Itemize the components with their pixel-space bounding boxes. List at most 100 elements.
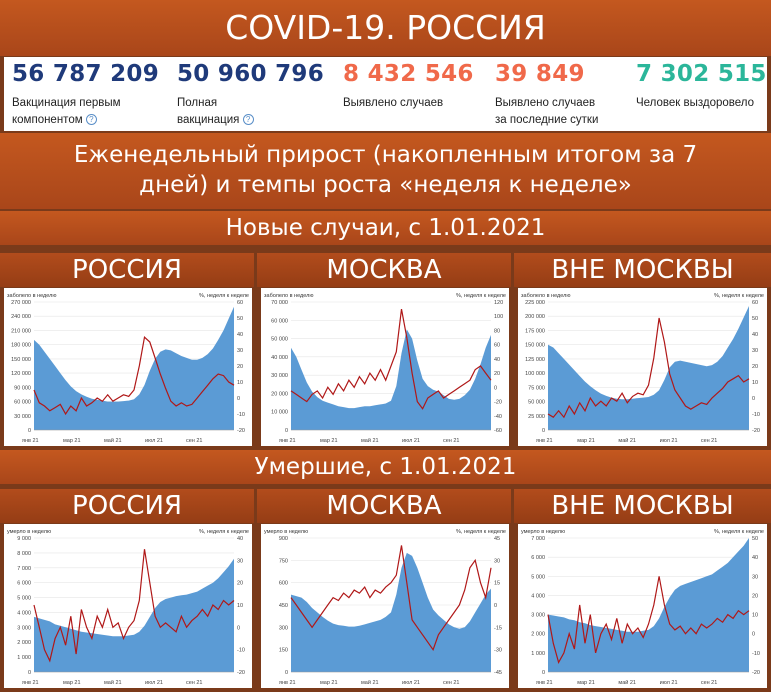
y-tick-label-left: 70 000 (271, 300, 288, 306)
y-tick-label-left: 30 000 (271, 373, 288, 379)
y-tick-label-right: 10 (237, 380, 243, 386)
x-tick-label: июл 21 (145, 680, 163, 686)
y-tick-label-right: 40 (237, 536, 243, 542)
y-tick-label-left: 270 000 (11, 300, 31, 306)
y-tick-label-left: 90 000 (14, 385, 31, 391)
x-tick-label: сен 21 (186, 438, 203, 444)
x-tick-label: июл 21 (402, 438, 420, 444)
column-header-outside-moscow: ВНЕ МОСКВЫ (514, 253, 771, 287)
y-tick-label-right: 10 (752, 380, 758, 386)
section-title-cases: Новые случаи, с 1.01.2021 (0, 211, 771, 245)
y-tick-label-right: 20 (752, 593, 758, 599)
y-tick-label-right: -60 (494, 428, 502, 434)
help-icon[interactable]: ? (85, 114, 97, 126)
y-tick-label-right: 50 (752, 536, 758, 542)
y-tick-label-left: 50 000 (271, 337, 288, 343)
y-tick-label-right: 40 (752, 555, 758, 561)
x-tick-label: янв 21 (536, 438, 553, 444)
y-tick-label-right: 100 (494, 314, 503, 320)
chart-panel-deaths-outside: умерло в неделю %, неделя к неделе 0 1 000 2… (518, 524, 767, 688)
y-tick-label-left: 175 000 (525, 328, 545, 334)
y-tick-label-right: 60 (752, 300, 758, 306)
stats-bar: 56 787 209 Вакцинация первым компонентом … (4, 57, 767, 131)
y-tick-label-right: -20 (752, 670, 760, 676)
help-icon[interactable]: ? (242, 114, 254, 126)
chart-panel-deaths-russia: умерло в неделю %, неделя к неделе 0 1 000 2… (4, 524, 252, 688)
y-tick-label-right: 0 (494, 385, 497, 391)
x-tick-label: мар 21 (320, 438, 338, 444)
area-series-weekly (548, 538, 749, 672)
y-tick-label-left: 300 (279, 625, 288, 631)
y-tick-label-right: -15 (494, 625, 502, 631)
y-tick-label-left: 4 000 (531, 593, 545, 599)
stat-value: 39 849 (495, 61, 585, 87)
y-tick-label-left: 75 000 (528, 385, 545, 391)
y-tick-label-right: 0 (237, 625, 240, 631)
line-series-growth (33, 549, 235, 663)
stat-label: Человек выздоровело (636, 97, 755, 109)
right-axis-label: %, неделя к неделе (456, 529, 506, 535)
y-tick-label-right: -40 (494, 414, 502, 420)
y-tick-label-left: 6 000 (531, 555, 545, 561)
area-series-weekly (291, 552, 491, 672)
x-tick-label: май 21 (104, 679, 122, 686)
y-tick-label-left: 3 000 (531, 613, 545, 619)
y-tick-label-left: 450 (279, 603, 288, 609)
y-tick-label-right: 0 (237, 396, 240, 402)
y-tick-label-left: 7 000 (17, 566, 31, 572)
x-tick-label: май 21 (104, 437, 122, 444)
y-tick-label-left: 9 000 (17, 536, 31, 542)
y-tick-label-left: 1 000 (531, 651, 545, 657)
y-tick-label-right: 0 (752, 396, 755, 402)
stat-cases-today: 39 849 Выявлено случаев за последние сутк… (495, 61, 598, 129)
y-tick-label-left: 150 000 (11, 357, 31, 363)
y-tick-label-right: 30 (752, 574, 758, 580)
line-series-growth (290, 545, 492, 651)
chart-cases-russia: заболело в неделю %, неделя к неделе 0 30 0… (7, 293, 249, 444)
chart-panel-cases-moscow: заболело в неделю %, неделя к неделе 0 10 0… (261, 288, 509, 446)
y-tick-label-left: 0 (28, 428, 31, 434)
stat-vaccination-full: 50 960 796 Полная вакцинация ? (177, 61, 324, 129)
stat-recovered: 7 302 515 Человек выздоровело (636, 61, 767, 112)
x-tick-label: июл 21 (402, 680, 420, 686)
area-series-weekly (34, 306, 234, 430)
x-tick-label: янв 21 (279, 680, 296, 686)
x-tick-label: мар 21 (577, 680, 595, 686)
x-tick-label: янв 21 (536, 680, 553, 686)
y-tick-label-right: -20 (237, 670, 245, 676)
right-axis-label: %, неделя к неделе (714, 293, 764, 299)
area-series-weekly (548, 306, 749, 430)
x-tick-label: янв 21 (22, 438, 39, 444)
y-tick-label-left: 0 (542, 670, 545, 676)
line-series-growth (547, 576, 750, 664)
right-axis-label: %, неделя к неделе (199, 293, 249, 299)
y-tick-label-left: 40 000 (271, 355, 288, 361)
y-tick-label-left: 200 000 (525, 314, 545, 320)
y-tick-label-right: 0 (494, 603, 497, 609)
column-header-russia: РОССИЯ (0, 253, 254, 287)
y-tick-label-left: 0 (285, 670, 288, 676)
x-tick-label: мар 21 (63, 680, 81, 686)
y-tick-label-left: 30 000 (14, 414, 31, 420)
stat-vaccination-first: 56 787 209 Вакцинация первым компонентом … (12, 61, 159, 129)
y-tick-label-right: 10 (237, 603, 243, 609)
x-tick-label: мар 21 (320, 680, 338, 686)
column-header-moscow: МОСКВА (257, 253, 511, 287)
y-tick-label-left: 4 000 (17, 610, 31, 616)
y-tick-label-right: 30 (237, 558, 243, 564)
y-tick-label-right: 60 (494, 343, 500, 349)
y-tick-label-left: 6 000 (17, 581, 31, 587)
y-tick-label-left: 5 000 (531, 574, 545, 580)
stat-label: Выявлено случаев за последние сутки (495, 97, 599, 126)
y-tick-label-left: 25 000 (528, 414, 545, 420)
y-tick-label-right: -30 (494, 648, 502, 654)
y-tick-label-left: 20 000 (271, 391, 288, 397)
y-tick-label-left: 120 000 (11, 371, 31, 377)
y-tick-label-left: 60 000 (14, 400, 31, 406)
chart-cases-outside: заболело в неделю %, неделя к неделе 0 25 0… (521, 293, 764, 444)
left-axis-label: заболело в неделю (521, 293, 570, 299)
chart-panel-cases-russia: заболело в неделю %, неделя к неделе 0 30 0… (4, 288, 252, 446)
y-tick-label-right: -10 (752, 412, 760, 418)
x-tick-label: янв 21 (22, 680, 39, 686)
left-axis-label: умерло в неделю (7, 529, 51, 535)
